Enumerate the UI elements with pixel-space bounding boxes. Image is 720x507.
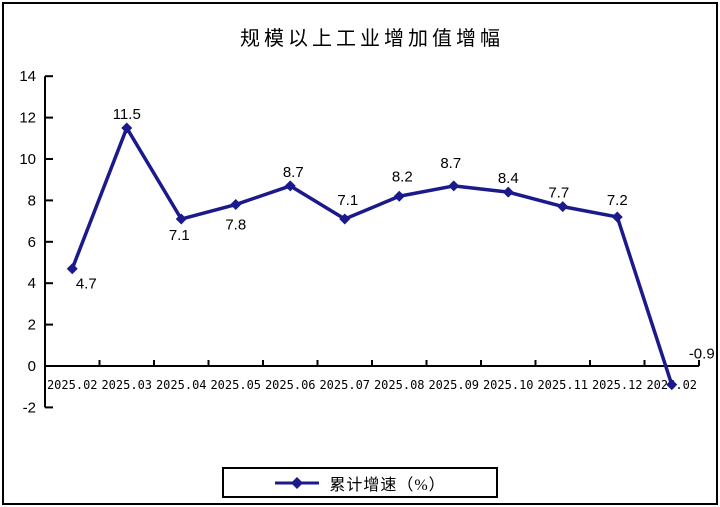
svg-text:8.7: 8.7: [440, 155, 461, 172]
svg-text:2025.08: 2025.08: [374, 378, 425, 392]
svg-text:2025.07: 2025.07: [319, 378, 370, 392]
svg-text:6: 6: [28, 234, 36, 251]
svg-text:2025.02: 2025.02: [47, 378, 98, 392]
svg-text:8.7: 8.7: [283, 164, 304, 181]
svg-text:2025.09: 2025.09: [428, 378, 479, 392]
svg-text:2025.03: 2025.03: [101, 378, 152, 392]
svg-text:2025.06: 2025.06: [265, 378, 316, 392]
svg-text:10: 10: [19, 151, 36, 168]
svg-text:2025.12: 2025.12: [592, 378, 643, 392]
svg-text:12: 12: [19, 110, 36, 127]
svg-text:7.1: 7.1: [169, 227, 190, 244]
svg-text:2025.05: 2025.05: [210, 378, 261, 392]
svg-text:-0.9: -0.9: [689, 346, 715, 363]
svg-text:7.7: 7.7: [548, 185, 569, 202]
legend-line-marker-icon: [275, 476, 320, 489]
svg-text:2025.10: 2025.10: [483, 378, 534, 392]
svg-text:14: 14: [19, 68, 36, 85]
svg-text:2025.11: 2025.11: [537, 378, 588, 392]
svg-text:8.4: 8.4: [498, 170, 519, 187]
svg-text:7.2: 7.2: [607, 192, 628, 209]
svg-text:11.5: 11.5: [113, 106, 141, 123]
chart-title: 规模以上工业增加值增幅: [240, 28, 504, 50]
svg-text:4: 4: [28, 275, 36, 292]
svg-text:7.8: 7.8: [225, 217, 246, 234]
svg-text:8.2: 8.2: [392, 168, 413, 185]
svg-text:8: 8: [28, 192, 36, 209]
legend-label: 累计增速（%）: [329, 476, 446, 494]
svg-text:2025.04: 2025.04: [156, 378, 207, 392]
svg-text:2: 2: [28, 317, 36, 334]
svg-text:-2: -2: [23, 399, 36, 416]
svg-text:4.7: 4.7: [76, 276, 97, 293]
svg-text:7.1: 7.1: [337, 192, 358, 209]
legend: 累计增速（%）: [222, 467, 498, 498]
svg-text:0: 0: [28, 358, 36, 375]
